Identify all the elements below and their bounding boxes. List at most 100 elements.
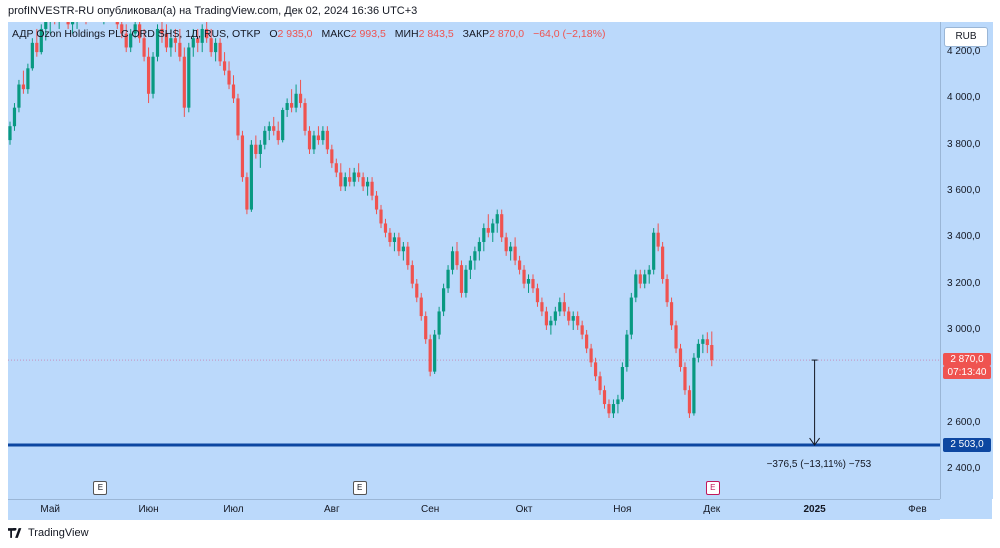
candle-body — [374, 195, 379, 210]
candle-body — [468, 260, 473, 270]
price-tick-label: 3 800,0 — [947, 138, 981, 150]
legend-close-label: ЗАКР — [462, 28, 490, 40]
candle-body — [710, 345, 714, 361]
candle-body — [30, 42, 34, 69]
candle-body — [410, 265, 414, 284]
candle-body — [482, 228, 486, 242]
candle-body — [44, 22, 48, 29]
time-tick-label: Сен — [421, 504, 440, 515]
candle-body — [70, 22, 75, 25]
candle-body — [26, 68, 30, 90]
time-tick-label: Авг — [324, 504, 340, 515]
candle-body — [272, 126, 276, 131]
candle-body — [142, 38, 146, 57]
price-tick-label: 3 400,0 — [947, 231, 981, 243]
candle-body — [205, 28, 209, 39]
candle-body — [298, 93, 303, 104]
candle-body — [459, 265, 464, 293]
price-tick-label: 4 200,0 — [947, 46, 981, 58]
time-tick-label: Ноя — [613, 504, 632, 515]
candle-body — [656, 232, 660, 247]
earnings-marker[interactable]: E — [352, 481, 367, 495]
candle-body — [634, 274, 638, 298]
time-tick-label: Май — [40, 504, 61, 515]
candle-body — [120, 24, 124, 34]
candle-body — [602, 390, 607, 405]
candle-body — [504, 237, 508, 252]
legend-high-value: 2 993,5 — [350, 28, 386, 40]
candle-body — [12, 107, 17, 127]
candle-body — [607, 404, 611, 414]
tradingview-footer[interactable]: TradingView — [8, 527, 89, 539]
candle-body — [21, 84, 26, 90]
candle-body — [553, 311, 557, 321]
candle-body — [249, 144, 253, 210]
candle-body — [227, 70, 231, 85]
candle-body — [191, 38, 195, 48]
candle-body — [307, 130, 312, 150]
tradingview-logo-icon — [8, 528, 22, 538]
candle-body — [643, 274, 647, 284]
candle-body — [129, 33, 133, 48]
candle-body — [567, 311, 571, 321]
legend-symbol: АДР Ozon Holdings PLC ORD SHS, 1Д, RUS, … — [12, 28, 261, 40]
legend-close-value: 2 870,0 — [489, 28, 525, 40]
candle-body — [348, 177, 352, 182]
legend-open-value: 2 935,0 — [277, 28, 313, 40]
axis-corner — [940, 499, 992, 519]
candle-body — [674, 325, 678, 349]
candle-body — [424, 316, 428, 340]
legend-open-label: О — [269, 28, 278, 40]
candle-body — [370, 181, 374, 196]
candle-body — [401, 246, 405, 252]
candle-body — [388, 232, 392, 242]
candle-body — [598, 376, 602, 391]
candle-body — [491, 223, 495, 233]
candle-body — [678, 348, 683, 368]
candle-body — [8, 126, 12, 141]
candle-body — [169, 38, 173, 48]
candle-body — [187, 47, 191, 108]
price-tick-label: 2 600,0 — [947, 416, 981, 428]
candle-body — [544, 311, 548, 326]
candle-body — [155, 28, 160, 57]
legend-change-value: −64,0 (−2,18%) — [533, 28, 606, 40]
candle-body — [263, 130, 267, 145]
earnings-marker[interactable]: E — [93, 481, 108, 495]
candle-body — [383, 223, 388, 233]
candle-body — [589, 348, 593, 363]
time-axis[interactable]: Май Июн Июл Авг Сен Окт Ноя Дек 2025 Фев — [8, 499, 940, 520]
earnings-marker[interactable]: E — [705, 481, 720, 495]
candle-body — [558, 302, 562, 312]
candle-body — [366, 181, 370, 187]
candle-body — [495, 214, 499, 224]
candle-body — [692, 357, 696, 414]
countdown-tag: 07:13:40 — [943, 366, 991, 380]
price-tick-label: 2 400,0 — [947, 462, 981, 474]
candle-body — [325, 130, 329, 150]
chart-plot-area[interactable] — [8, 22, 940, 499]
candle-body — [285, 103, 289, 110]
candle-body — [312, 135, 316, 150]
candle-body — [473, 251, 477, 261]
price-tick-label: 3 200,0 — [947, 277, 981, 289]
candle-body — [334, 163, 338, 173]
candle-body — [571, 316, 575, 321]
candle-body — [276, 130, 280, 141]
candle-body — [392, 237, 397, 242]
candle-body — [705, 339, 709, 346]
price-axis[interactable]: 4 200,0 4 000,0 3 800,0 3 600,0 3 400,0 3 200… — [940, 22, 993, 499]
candle-body — [182, 56, 186, 108]
price-tick-label: 4 000,0 — [947, 92, 981, 104]
candle-body — [258, 144, 262, 154]
candle-body — [517, 260, 522, 270]
candle-body — [357, 172, 361, 178]
candlestick-chart[interactable] — [8, 22, 940, 499]
candle-body — [245, 177, 249, 210]
currency-button[interactable]: RUB — [944, 27, 988, 47]
candle-body — [696, 343, 700, 358]
legend-low-value: 2 843,5 — [418, 28, 454, 40]
candle-body — [687, 390, 692, 414]
legend-high-label: МАКС — [321, 28, 351, 40]
candle-body — [446, 269, 450, 289]
